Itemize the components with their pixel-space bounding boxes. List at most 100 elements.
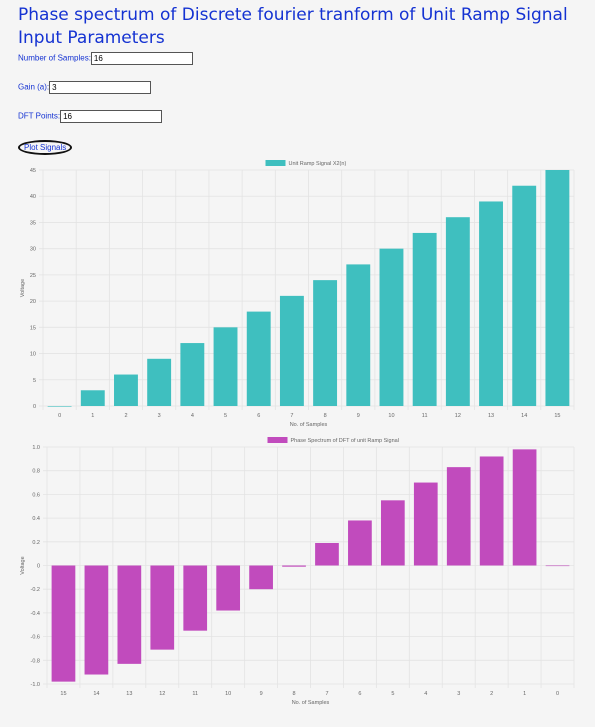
samples-label: Number of Samples: (18, 53, 91, 63)
gain-label: Gain (a): (18, 82, 50, 92)
phase-xtick-label: 7 (325, 691, 328, 697)
ramp-ytick-label: 20 (30, 299, 36, 305)
ramp-xtick-label: 0 (58, 413, 61, 419)
phase-ytick-label: -0.2 (31, 587, 40, 593)
gain-input[interactable] (49, 81, 152, 94)
phase-xtick-label: 4 (424, 691, 427, 697)
section-title: Input Parameters (18, 28, 165, 48)
ramp-ytick-label: 0 (33, 404, 36, 410)
phase-bar[interactable] (380, 500, 405, 566)
phase-ytick-label: 0 (37, 564, 40, 570)
ramp-bar[interactable] (114, 374, 138, 406)
ramp-bar[interactable] (47, 406, 72, 407)
ramp-ytick-label: 15 (30, 325, 36, 331)
phase-legend-label: Phase Spectrum of DFT of unit Ramp Signa… (291, 438, 399, 444)
phase-bar[interactable] (183, 565, 208, 631)
phase-ytick-label: 1.0 (32, 445, 40, 451)
phase-bar[interactable] (150, 565, 175, 650)
ramp-ytick-label: 10 (30, 352, 36, 358)
phase-xtick-label: 9 (260, 691, 263, 697)
phase-bar[interactable] (51, 565, 76, 682)
phase-xtick-label: 5 (391, 691, 394, 697)
phase-ytick-label: 0.6 (32, 492, 40, 498)
phase-xtick-label: 10 (225, 691, 231, 697)
phase-xtick-label: 15 (60, 691, 66, 697)
phase-ytick-label: -0.4 (31, 611, 40, 617)
ramp-bar[interactable] (313, 280, 338, 406)
phase-bar[interactable] (216, 565, 241, 611)
ramp-yaxis-label: Voltage (20, 279, 26, 297)
ramp-xtick-label: 7 (290, 413, 293, 419)
phase-legend-swatch (267, 437, 288, 443)
phase-bar[interactable] (446, 467, 471, 566)
ramp-xtick-label: 9 (357, 413, 360, 419)
samples-field: Number of Samples: (18, 52, 193, 65)
phase-bar[interactable] (249, 565, 273, 590)
ramp-bar[interactable] (246, 311, 271, 406)
ramp-xtick-label: 5 (224, 413, 227, 419)
page-title: Phase spectrum of Discrete fourier tranf… (18, 5, 568, 25)
phase-xtick-label: 12 (159, 691, 165, 697)
ramp-xaxis-label: No. of Samples (290, 422, 328, 428)
ramp-bar[interactable] (545, 170, 570, 406)
plot-signals-button[interactable]: Plot Signals (18, 140, 73, 155)
ramp-xtick-label: 4 (191, 413, 194, 419)
phase-xtick-label: 0 (556, 691, 559, 697)
ramp-bar[interactable] (346, 264, 371, 406)
ramp-xtick-label: 15 (554, 413, 560, 419)
ramp-bar[interactable] (80, 390, 105, 406)
ramp-xtick-label: 1 (91, 413, 94, 419)
phase-bar[interactable] (315, 542, 339, 566)
phase-bar[interactable] (348, 520, 372, 566)
phase-xtick-label: 13 (126, 691, 132, 697)
ramp-bar[interactable] (512, 185, 537, 406)
phase-bar[interactable] (84, 565, 109, 675)
phase-spectrum-chart: Phase Spectrum of DFT of unit Ramp Signa… (20, 437, 575, 706)
ramp-xtick-label: 14 (521, 413, 527, 419)
ramp-legend-swatch (265, 160, 286, 166)
phase-xtick-label: 3 (457, 691, 460, 697)
phase-bar[interactable] (282, 565, 306, 567)
ramp-bar[interactable] (445, 217, 470, 406)
ramp-bar[interactable] (213, 327, 238, 406)
ramp-signal-chart: Unit Ramp Signal X2(n)051015202530354045… (20, 160, 575, 428)
ramp-xtick-label: 2 (124, 413, 127, 419)
phase-ytick-label: -0.6 (31, 635, 40, 641)
ramp-xtick-label: 10 (388, 413, 394, 419)
ramp-legend[interactable]: Unit Ramp Signal X2(n) (265, 160, 347, 167)
ramp-xtick-label: 13 (488, 413, 494, 419)
phase-ytick-label: 0.4 (32, 516, 40, 522)
ramp-bar[interactable] (279, 295, 304, 406)
ramp-legend-label: Unit Ramp Signal X2(n) (289, 161, 347, 167)
phase-bar[interactable] (545, 565, 570, 567)
ramp-bar[interactable] (412, 232, 437, 406)
ramp-ytick-label: 30 (30, 247, 36, 253)
phase-xaxis-label: No. of Samples (292, 700, 330, 706)
phase-legend[interactable]: Phase Spectrum of DFT of unit Ramp Signa… (267, 437, 399, 444)
dft-points-field: DFT Points: (18, 110, 163, 123)
ramp-bar[interactable] (147, 358, 172, 406)
ramp-xtick-label: 8 (324, 413, 327, 419)
ramp-ytick-label: 25 (30, 273, 36, 279)
ramp-ytick-label: 45 (30, 168, 36, 174)
ramp-bar[interactable] (379, 248, 404, 406)
samples-input[interactable] (90, 52, 193, 65)
phase-yaxis-label: Voltage (20, 556, 26, 574)
ramp-bar[interactable] (479, 201, 503, 406)
ramp-xtick-label: 3 (158, 413, 161, 419)
ramp-ytick-label: 5 (33, 378, 36, 384)
phase-xtick-label: 6 (358, 691, 361, 697)
phase-bar[interactable] (413, 482, 438, 566)
ramp-xtick-label: 11 (422, 413, 428, 419)
phase-xtick-label: 2 (490, 691, 493, 697)
gain-field: Gain (a): (18, 81, 152, 94)
phase-xtick-label: 1 (523, 691, 526, 697)
phase-bar[interactable] (117, 565, 142, 664)
phase-ytick-label: 0.2 (32, 540, 40, 546)
dft-points-input[interactable] (60, 110, 163, 123)
phase-bar[interactable] (479, 456, 504, 566)
ramp-xtick-label: 6 (257, 413, 260, 419)
phase-xtick-label: 8 (293, 691, 296, 697)
ramp-bar[interactable] (180, 343, 205, 406)
phase-bar[interactable] (512, 449, 537, 566)
